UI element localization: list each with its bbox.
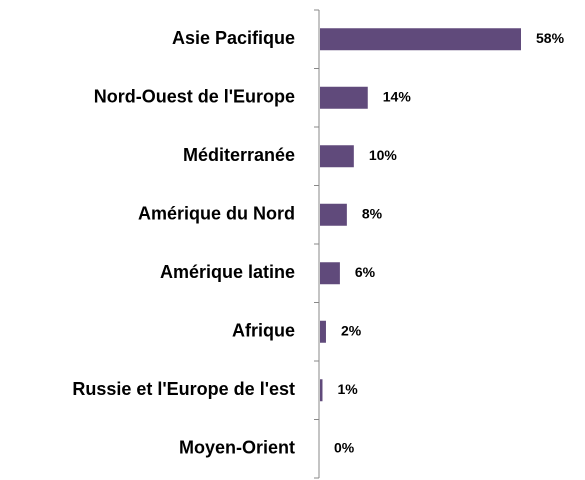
data-label: 14% [383, 88, 412, 104]
category-label: Amérique latine [160, 262, 295, 282]
category-label: Nord-Ouest de l'Europe [94, 87, 295, 107]
data-label: 0% [334, 439, 355, 455]
bar [320, 262, 340, 285]
category-label: Russie et l'Europe de l'est [72, 379, 295, 399]
bar [320, 28, 521, 51]
bar [320, 86, 368, 109]
data-label: 6% [355, 264, 376, 280]
category-label: Afrique [232, 321, 295, 341]
category-label: Asie Pacifique [172, 28, 295, 48]
bar [320, 145, 354, 168]
bar [320, 320, 326, 343]
data-label: 58% [536, 30, 565, 46]
category-label: Moyen-Orient [179, 438, 295, 458]
bar [320, 203, 347, 226]
data-label: 10% [369, 147, 398, 163]
data-label: 1% [337, 381, 358, 397]
data-label: 2% [341, 322, 362, 338]
data-label: 8% [362, 205, 383, 221]
category-label: Amérique du Nord [138, 204, 295, 224]
bar [320, 379, 323, 402]
category-label: Méditerranée [183, 145, 295, 165]
